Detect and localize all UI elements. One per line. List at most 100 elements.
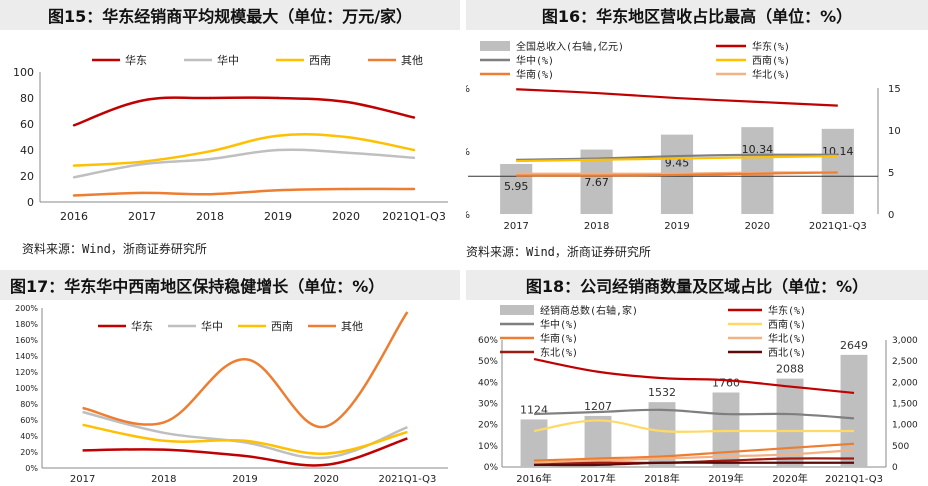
fig17-y-tick-label: 80% (20, 400, 38, 409)
fig18-bar (712, 392, 740, 467)
fig16-legend-label-3: 西南(%) (752, 54, 790, 67)
fig18-title: 图18：公司经销商数量及区域占比（单位：%） (466, 270, 928, 300)
fig16-bar-label: 7.67 (584, 176, 609, 189)
fig18-y2-tick-label: 1,500 (892, 400, 918, 410)
fig15-legend-label-2: 西南 (309, 54, 331, 67)
fig18-legend-label-4: 华南(%) (540, 332, 578, 345)
fig17-y-tick-label: 120% (15, 368, 38, 377)
fig17-y-tick-label: 180% (15, 320, 38, 329)
fig18-series-line-2 (533, 419, 855, 433)
fig18-series-line-1 (533, 408, 855, 420)
fig15-y-tick-label: 100 (13, 66, 34, 79)
fig15-title: 图15：华东经销商平均规模最大（单位：万元/家） (0, 0, 460, 30)
fig16-series-line-4 (516, 171, 838, 177)
fig17-legend-label-3: 其他 (341, 320, 363, 333)
fig17-y-tick-label: 0% (25, 464, 38, 473)
fig15-source: 资料来源：Wind，浙商证券研究所 (22, 242, 207, 256)
fig16-x-tick-label: 2020 (745, 221, 770, 232)
fig16-y-tick-label: 70% (466, 84, 470, 95)
fig15-point (72, 176, 76, 179)
fig15-point (276, 96, 280, 100)
fig17-legend-label-2: 西南 (271, 320, 293, 333)
fig15-point (276, 148, 280, 152)
fig17-series-line-0 (82, 437, 408, 467)
fig15-series-line-0 (73, 96, 415, 127)
fig15-point (344, 100, 348, 104)
fig18-y-tick-label: 40% (478, 378, 498, 388)
fig15-x-tick-label: 2020 (332, 210, 360, 223)
fig18-y2-tick-label: 1,000 (892, 421, 918, 431)
fig16-legend-label-4: 华南(%) (516, 68, 554, 81)
fig16-y2-tick-label: 15 (888, 84, 901, 95)
fig15-point (412, 148, 416, 152)
fig16-legend-label-1: 华东(%) (752, 40, 790, 53)
fig18-y2-tick-label: 500 (892, 442, 909, 452)
fig18-legend-label-1: 华东(%) (768, 304, 806, 317)
fig18-y2-tick-label: 3,000 (892, 336, 918, 346)
fig18-bar (840, 354, 868, 467)
fig18-y2-tick-label: 2,500 (892, 357, 918, 367)
fig16-y-tick-label: 20% (466, 147, 470, 158)
fig15-legend-label-1: 华中 (217, 53, 239, 67)
fig17-chart: 0% 20% 40% 60% 80% 100% 120% 140% 160% 180% 200% 20… (15, 304, 448, 485)
fig17-y-tick-label: 60% (20, 416, 38, 425)
fig15-point (276, 134, 280, 137)
fig17-title: 图17：华东华中西南地区保持稳健增长（单位：%） (0, 270, 460, 300)
fig18-y2-tick-label: 2,000 (892, 378, 918, 388)
fig16-bar (500, 164, 533, 214)
panel-fig16: 图16：华东地区营收占比最高（单位：%） 0 5 10 15 -30% 20% 70% 5.9… (466, 0, 928, 265)
fig15-series-line-2 (73, 133, 415, 167)
fig18-legend-label-7: 西北(%) (768, 347, 806, 359)
fig15-x-tick-label: 2016 (60, 210, 88, 223)
fig18-y-tick-label: 60% (478, 336, 498, 346)
fig18-legend-label-3: 西南(%) (768, 318, 806, 331)
fig15-y-tick-label: 80 (20, 92, 34, 105)
fig15-point (72, 164, 76, 167)
fig17-y-tick-label: 40% (20, 432, 38, 441)
fig18-y-tick-label: 10% (478, 442, 498, 452)
fig15-x-tick-label: 2021Q1-Q3 (382, 210, 446, 223)
fig15-point (140, 163, 144, 166)
fig18-x-tick-label: 2021Q1-Q3 (825, 474, 883, 485)
fig18-bar-label: 1207 (584, 400, 612, 413)
fig18-x-tick-label: 2020年 (772, 472, 807, 485)
fig17-x-tick-label: 2017 (70, 474, 95, 485)
fig15-point (412, 116, 416, 119)
fig15-y-tick-label: 60 (20, 118, 34, 131)
fig15-x-tick-label: 2019 (264, 210, 292, 223)
fig15-chart: 0 20 40 60 80 100 2016 2017 2018 2019 2020 2021Q1-Q… (13, 53, 448, 223)
fig15-point (344, 187, 348, 191)
fig16-bar (741, 127, 774, 214)
fig16-source: 资料来源：Wind，浙商证券研究所 (466, 245, 651, 259)
fig17-y-tick-label: 100% (15, 384, 38, 393)
fig16-series-line-1 (516, 153, 838, 161)
fig18-legend-label-0: 经销商总数(右轴,家) (540, 304, 638, 317)
fig16-y-tick-label: -30% (466, 210, 470, 221)
fig15-x-tick-label: 2018 (196, 210, 224, 223)
fig18-y2-tick-label: 0 (892, 463, 898, 473)
fig15-y-tick-label: 20 (20, 170, 34, 183)
fig16-x-tick-label: 2017 (503, 221, 528, 232)
fig15-x-tick-label: 2017 (128, 210, 156, 223)
fig18-y-tick-label: 30% (478, 400, 498, 410)
fig18-series-line-4 (533, 448, 855, 464)
fig16-title: 图16：华东地区营收占比最高（单位：%） (466, 0, 928, 30)
fig18-bar (520, 419, 548, 467)
fig15-point (208, 150, 212, 153)
fig16-y2-tick-label: 5 (888, 168, 894, 179)
fig16-bar-label: 9.45 (665, 157, 690, 170)
fig17-series-line-3 (82, 311, 409, 429)
fig16-x-tick-label: 2019 (664, 221, 689, 232)
fig18-bar-label: 2088 (776, 363, 804, 376)
fig17-legend-label-1: 华中 (201, 319, 223, 333)
fig18-chart: 0% 10% 20% 30% 40% 50% 60% 0 500 1,000 1,500 2,000 2… (478, 304, 918, 485)
fig18-bar-label: 2649 (840, 339, 868, 352)
fig17-x-tick-label: 2018 (151, 474, 176, 485)
fig17-x-tick-label: 2021Q1-Q3 (378, 474, 436, 485)
fig15-point (72, 194, 76, 197)
fig15-point (208, 96, 212, 100)
fig16-series-line-0 (516, 88, 838, 107)
fig18-series-line-0 (533, 357, 855, 395)
fig16-x-tick-label: 2021Q1-Q3 (809, 221, 867, 232)
fig16-y2-tick-label: 10 (888, 126, 901, 137)
